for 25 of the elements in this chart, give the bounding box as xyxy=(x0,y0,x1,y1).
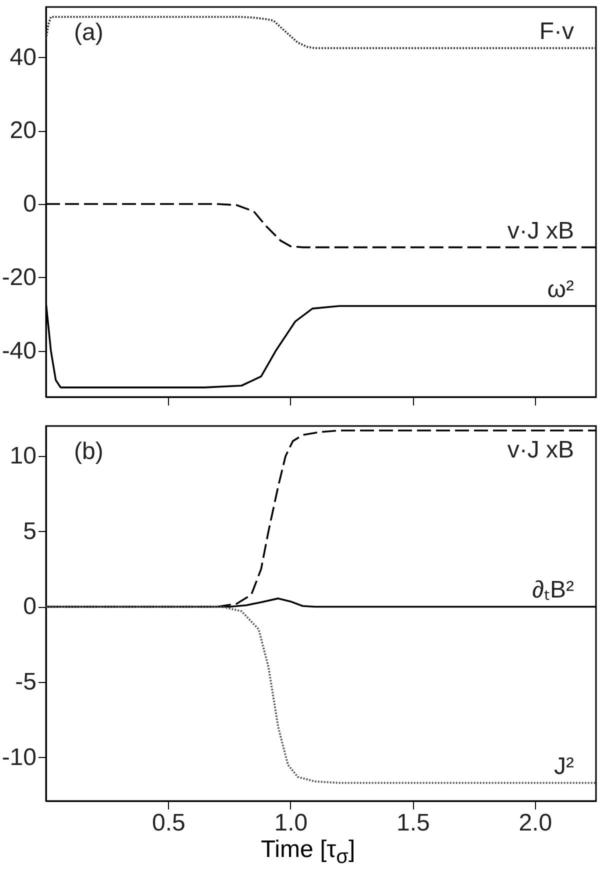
y-tick-label: 0 xyxy=(23,593,36,620)
y-tick-label: -40 xyxy=(2,337,36,364)
y-tick-label: -10 xyxy=(2,744,36,771)
y-tick-label: 40 xyxy=(10,44,36,71)
y-tick-label: -20 xyxy=(2,264,36,291)
series-label: v·J xB xyxy=(507,217,574,244)
x-axis-title: Time [τ$_{σ}$] xyxy=(260,836,356,869)
y-tick-label: 20 xyxy=(10,117,36,144)
annotation: (a) xyxy=(74,19,104,46)
series-label: ω² xyxy=(547,276,574,304)
series-label: J² xyxy=(554,752,574,780)
y-tick-label: 10 xyxy=(10,442,36,470)
x-tick-label: 0.5 xyxy=(152,810,186,836)
y-tick-label: 0 xyxy=(23,190,36,218)
series-label: F·v xyxy=(539,18,574,46)
x-tick-label: 2.0 xyxy=(518,810,552,836)
x-tick-label: 1.5 xyxy=(396,810,430,836)
y-tick-label: 5 xyxy=(23,518,36,545)
series-label: ∂ₜB² xyxy=(532,576,574,604)
line-series xyxy=(46,606,596,784)
line-series xyxy=(46,16,596,50)
x-tick-label: 1.0 xyxy=(274,810,308,836)
series-label: v·J xB xyxy=(507,436,574,464)
y-tick-label: -5 xyxy=(15,668,36,696)
annotation: (b) xyxy=(74,438,104,465)
